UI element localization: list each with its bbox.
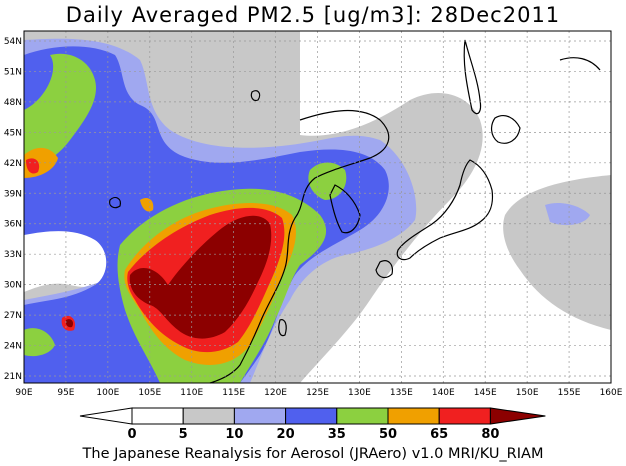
- colorbar-seg-5-10: [182, 407, 235, 425]
- colorbar-seg-20-35: [285, 407, 338, 425]
- coastline-china: [209, 110, 390, 384]
- footer-credit: The Japanese Reanalysis for Aerosol (JRA…: [82, 446, 544, 462]
- map-title: Daily Averaged PM2.5 [ug/m3]: 28Dec2011: [65, 3, 561, 27]
- lon-tick-label: 90E: [15, 388, 32, 398]
- lat-tick-label: 21N: [4, 372, 22, 382]
- lon-tick-label: 135E: [390, 388, 413, 398]
- colorbar-label: 80: [481, 427, 499, 442]
- coastline-kamchatka: [559, 57, 601, 71]
- colorbar-label: 10: [225, 427, 243, 442]
- map-frame: [23, 30, 612, 384]
- colorbar-label: 50: [379, 427, 397, 442]
- band-10-20-east: [545, 203, 590, 226]
- coastline-layer: [109, 39, 601, 384]
- lat-tick-label: 48N: [4, 98, 22, 108]
- colorbar-seg-50-65: [387, 407, 440, 425]
- lon-tick-label: 145E: [474, 388, 497, 398]
- colorbar-label: 65: [430, 427, 448, 442]
- band-gt-80: [65, 215, 272, 339]
- colorbar-seg-gt-80: [489, 407, 546, 425]
- colorbar-label: 5: [179, 427, 188, 442]
- coastline-lake: [250, 90, 261, 102]
- lon-tick-label: 105E: [138, 388, 161, 398]
- lon-tick-label: 150E: [516, 388, 539, 398]
- coastline-taiwan: [278, 319, 287, 337]
- colorbar-seg-0-5: [131, 407, 184, 425]
- lon-tick-label: 110E: [180, 388, 203, 398]
- lon-tick-label: 130E: [348, 388, 371, 398]
- latitude-labels: 21N 24N 27N 30N 33N 36N 39N 42N 45N 48N 51N 54N: [4, 37, 22, 382]
- coastline-sakhalin: [463, 39, 482, 115]
- lon-tick-label: 140E: [432, 388, 455, 398]
- lon-tick-label: 160E: [600, 388, 623, 398]
- lat-tick-label: 51N: [4, 67, 22, 77]
- lon-tick-label: 95E: [57, 388, 74, 398]
- coastline-japan-hokkaido: [491, 115, 521, 144]
- coastline-china-inland: [109, 196, 121, 209]
- lat-tick-label: 45N: [4, 128, 22, 138]
- lat-tick-label: 39N: [4, 189, 22, 199]
- coastline-japan-kyushu: [375, 260, 393, 279]
- lat-tick-label: 27N: [4, 311, 22, 321]
- colorbar: 0 5 10 20 35 50 65 80: [79, 407, 546, 442]
- colorbar-label: 35: [328, 427, 346, 442]
- lat-tick-label: 24N: [4, 342, 22, 352]
- coastline-korea: [329, 184, 361, 234]
- lat-tick-label: 42N: [4, 159, 22, 169]
- colorbar-seg-35-50: [336, 407, 389, 425]
- lat-tick-label: 36N: [4, 220, 22, 230]
- longitude-labels: 90E 95E 100E 105E 110E 115E 120E 125E 130E 135E 14…: [15, 388, 622, 398]
- colorbar-label: 20: [277, 427, 295, 442]
- lon-tick-label: 120E: [264, 388, 287, 398]
- colorbar-seg-10-20: [233, 407, 287, 425]
- lon-tick-label: 125E: [306, 388, 329, 398]
- lon-tick-label: 115E: [222, 388, 245, 398]
- colorbar-label: 0: [127, 427, 136, 442]
- lon-tick-label: 155E: [558, 388, 581, 398]
- lon-tick-label: 100E: [96, 388, 119, 398]
- colorbar-seg-65-80: [438, 407, 491, 425]
- colorbar-seg-lt-0: [79, 407, 133, 425]
- lat-tick-label: 30N: [4, 281, 22, 291]
- clear-area-pacific: [300, 31, 611, 383]
- coastline-japan-honshu: [396, 159, 494, 261]
- lat-tick-label: 54N: [4, 37, 22, 47]
- lat-tick-label: 33N: [4, 250, 22, 260]
